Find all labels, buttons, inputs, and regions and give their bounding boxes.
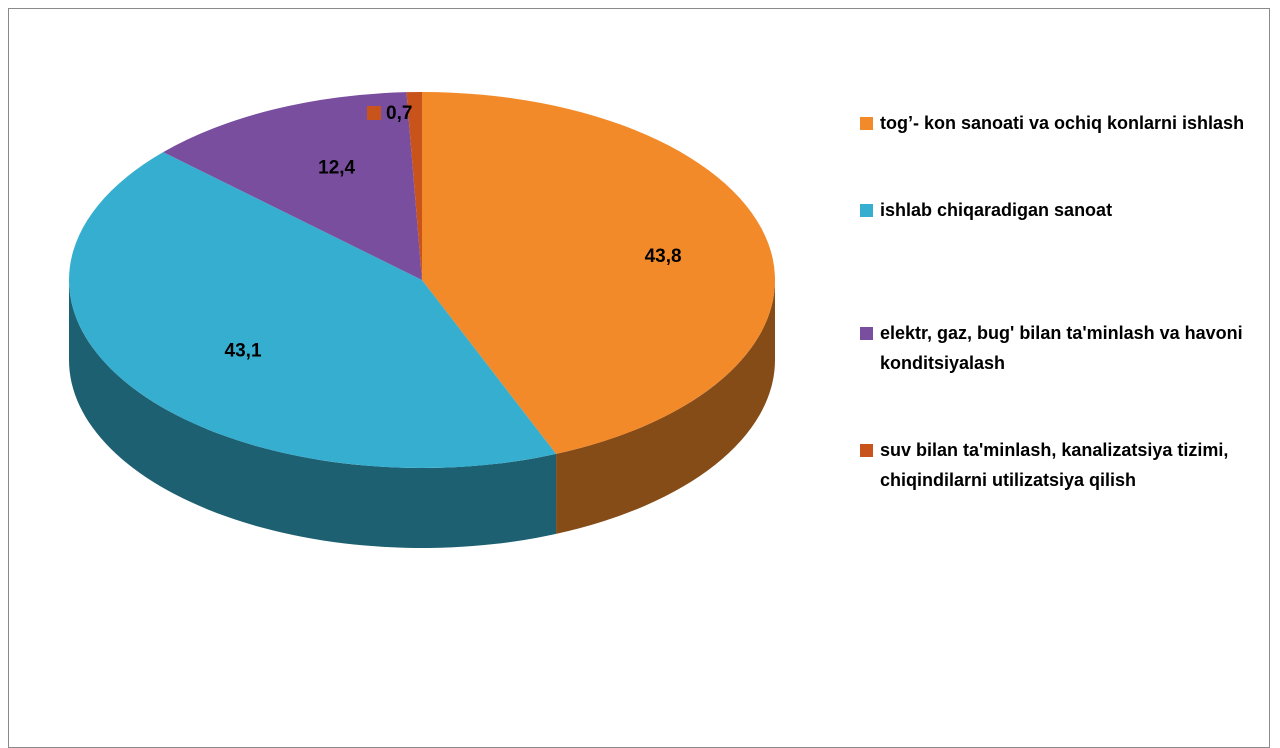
label-marker — [299, 160, 314, 175]
pie-chart: 43,8 43,1 12,4 0,7 — [68, 92, 776, 548]
legend-entry: suv bilan ta'minlash, kanalizatsiya tizi… — [860, 435, 1260, 495]
data-label: 43,1 — [225, 341, 262, 362]
legend-label: elektr, gaz, bug' bilan ta'minlash va ha… — [880, 323, 1243, 373]
pie-side — [69, 280, 557, 548]
legend-label: tog’- kon sanoati va ochiq konlarni ishl… — [880, 113, 1245, 133]
legend-swatch — [860, 444, 873, 457]
label-marker — [205, 343, 220, 358]
legend-label: ishlab chiqaradigan sanoat — [880, 200, 1113, 220]
legend-swatch — [860, 327, 873, 340]
pie-side — [556, 280, 775, 534]
label-marker — [367, 106, 381, 120]
pie-slice — [163, 92, 422, 280]
legend-swatch — [860, 117, 873, 130]
data-label: 12,4 — [318, 157, 355, 178]
label-marker — [625, 248, 640, 263]
legend-entry: tog’- kon sanoati va ochiq konlarni ishl… — [860, 108, 1260, 138]
legend-entry: elektr, gaz, bug' bilan ta'minlash va ha… — [860, 318, 1260, 378]
data-label: 43,8 — [645, 246, 682, 267]
pie-slice — [68, 152, 557, 468]
pie-slice — [422, 92, 776, 454]
legend-label: suv bilan ta'minlash, kanalizatsiya tizi… — [880, 440, 1229, 490]
pie-slice — [406, 92, 422, 280]
legend-entry: ishlab chiqaradigan sanoat — [860, 195, 1260, 225]
legend-swatch — [860, 204, 873, 217]
legend: tog’- kon sanoati va ochiq konlarni ishl… — [860, 108, 1260, 552]
data-label: 0,7 — [386, 103, 412, 124]
